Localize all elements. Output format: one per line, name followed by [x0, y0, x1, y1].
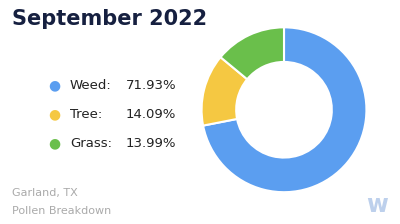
Text: w: w	[366, 193, 388, 217]
Text: 13.99%: 13.99%	[126, 137, 176, 150]
Text: Grass:: Grass:	[70, 137, 112, 150]
Wedge shape	[203, 27, 366, 192]
Text: ●: ●	[48, 136, 60, 150]
Text: September 2022: September 2022	[12, 9, 207, 29]
Text: Weed:: Weed:	[70, 79, 112, 92]
Text: Tree:: Tree:	[70, 108, 102, 121]
Wedge shape	[202, 57, 247, 126]
Wedge shape	[220, 27, 284, 79]
Text: Garland, TX: Garland, TX	[12, 188, 78, 198]
Text: ●: ●	[48, 107, 60, 121]
Text: Pollen Breakdown: Pollen Breakdown	[12, 206, 111, 216]
Text: 71.93%: 71.93%	[126, 79, 177, 92]
Text: 14.09%: 14.09%	[126, 108, 176, 121]
Text: ●: ●	[48, 78, 60, 92]
